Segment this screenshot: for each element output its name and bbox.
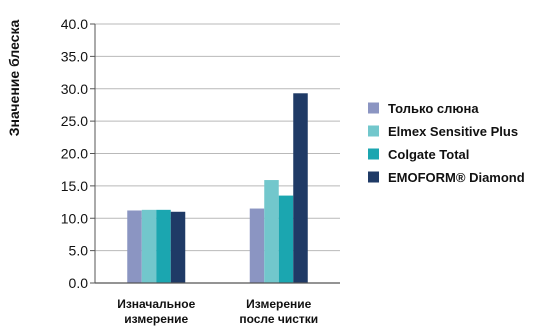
legend-swatch bbox=[368, 171, 379, 183]
bar bbox=[156, 209, 171, 283]
category-label: после чистки bbox=[239, 312, 318, 326]
bar bbox=[170, 211, 186, 283]
y-tick-label: 20.0 bbox=[61, 146, 88, 162]
legend-label: Только слюна bbox=[388, 101, 479, 116]
bar bbox=[264, 180, 279, 283]
y-tick-label: 30.0 bbox=[61, 81, 88, 97]
bar bbox=[127, 210, 142, 283]
category-label: Изначальное bbox=[117, 297, 195, 311]
legend-swatch bbox=[368, 148, 379, 160]
category-label: Измерение bbox=[246, 297, 311, 311]
category-label: измерение bbox=[124, 312, 188, 326]
legend-label: Colgate Total bbox=[388, 147, 469, 162]
y-tick-label: 25.0 bbox=[61, 113, 88, 129]
legend-label: EMOFORM® Diamond bbox=[388, 170, 525, 185]
bar bbox=[278, 195, 294, 283]
y-axis: 0.0 5.0 10.0 15.0 20.0 25.0 30.0 35.0 40.0 bbox=[61, 16, 96, 291]
y-axis-label: Значение блеска bbox=[6, 20, 22, 137]
y-tick-label: 40.0 bbox=[61, 16, 88, 32]
legend-label: Elmex Sensitive Plus bbox=[388, 124, 518, 139]
y-tick-label: 0.0 bbox=[69, 275, 89, 291]
y-tick-label: 35.0 bbox=[61, 48, 88, 64]
y-tick-label: 15.0 bbox=[61, 178, 88, 194]
legend-swatch bbox=[368, 125, 379, 137]
legend-swatch bbox=[368, 102, 379, 114]
bar bbox=[141, 209, 157, 283]
bar bbox=[293, 93, 308, 283]
y-tick-label: 10.0 bbox=[61, 210, 88, 226]
bars bbox=[127, 93, 308, 283]
bar bbox=[249, 208, 265, 283]
y-tick-label: 5.0 bbox=[69, 243, 89, 259]
legend: Только слюна Elmex Sensitive Plus Colgate … bbox=[368, 101, 525, 185]
